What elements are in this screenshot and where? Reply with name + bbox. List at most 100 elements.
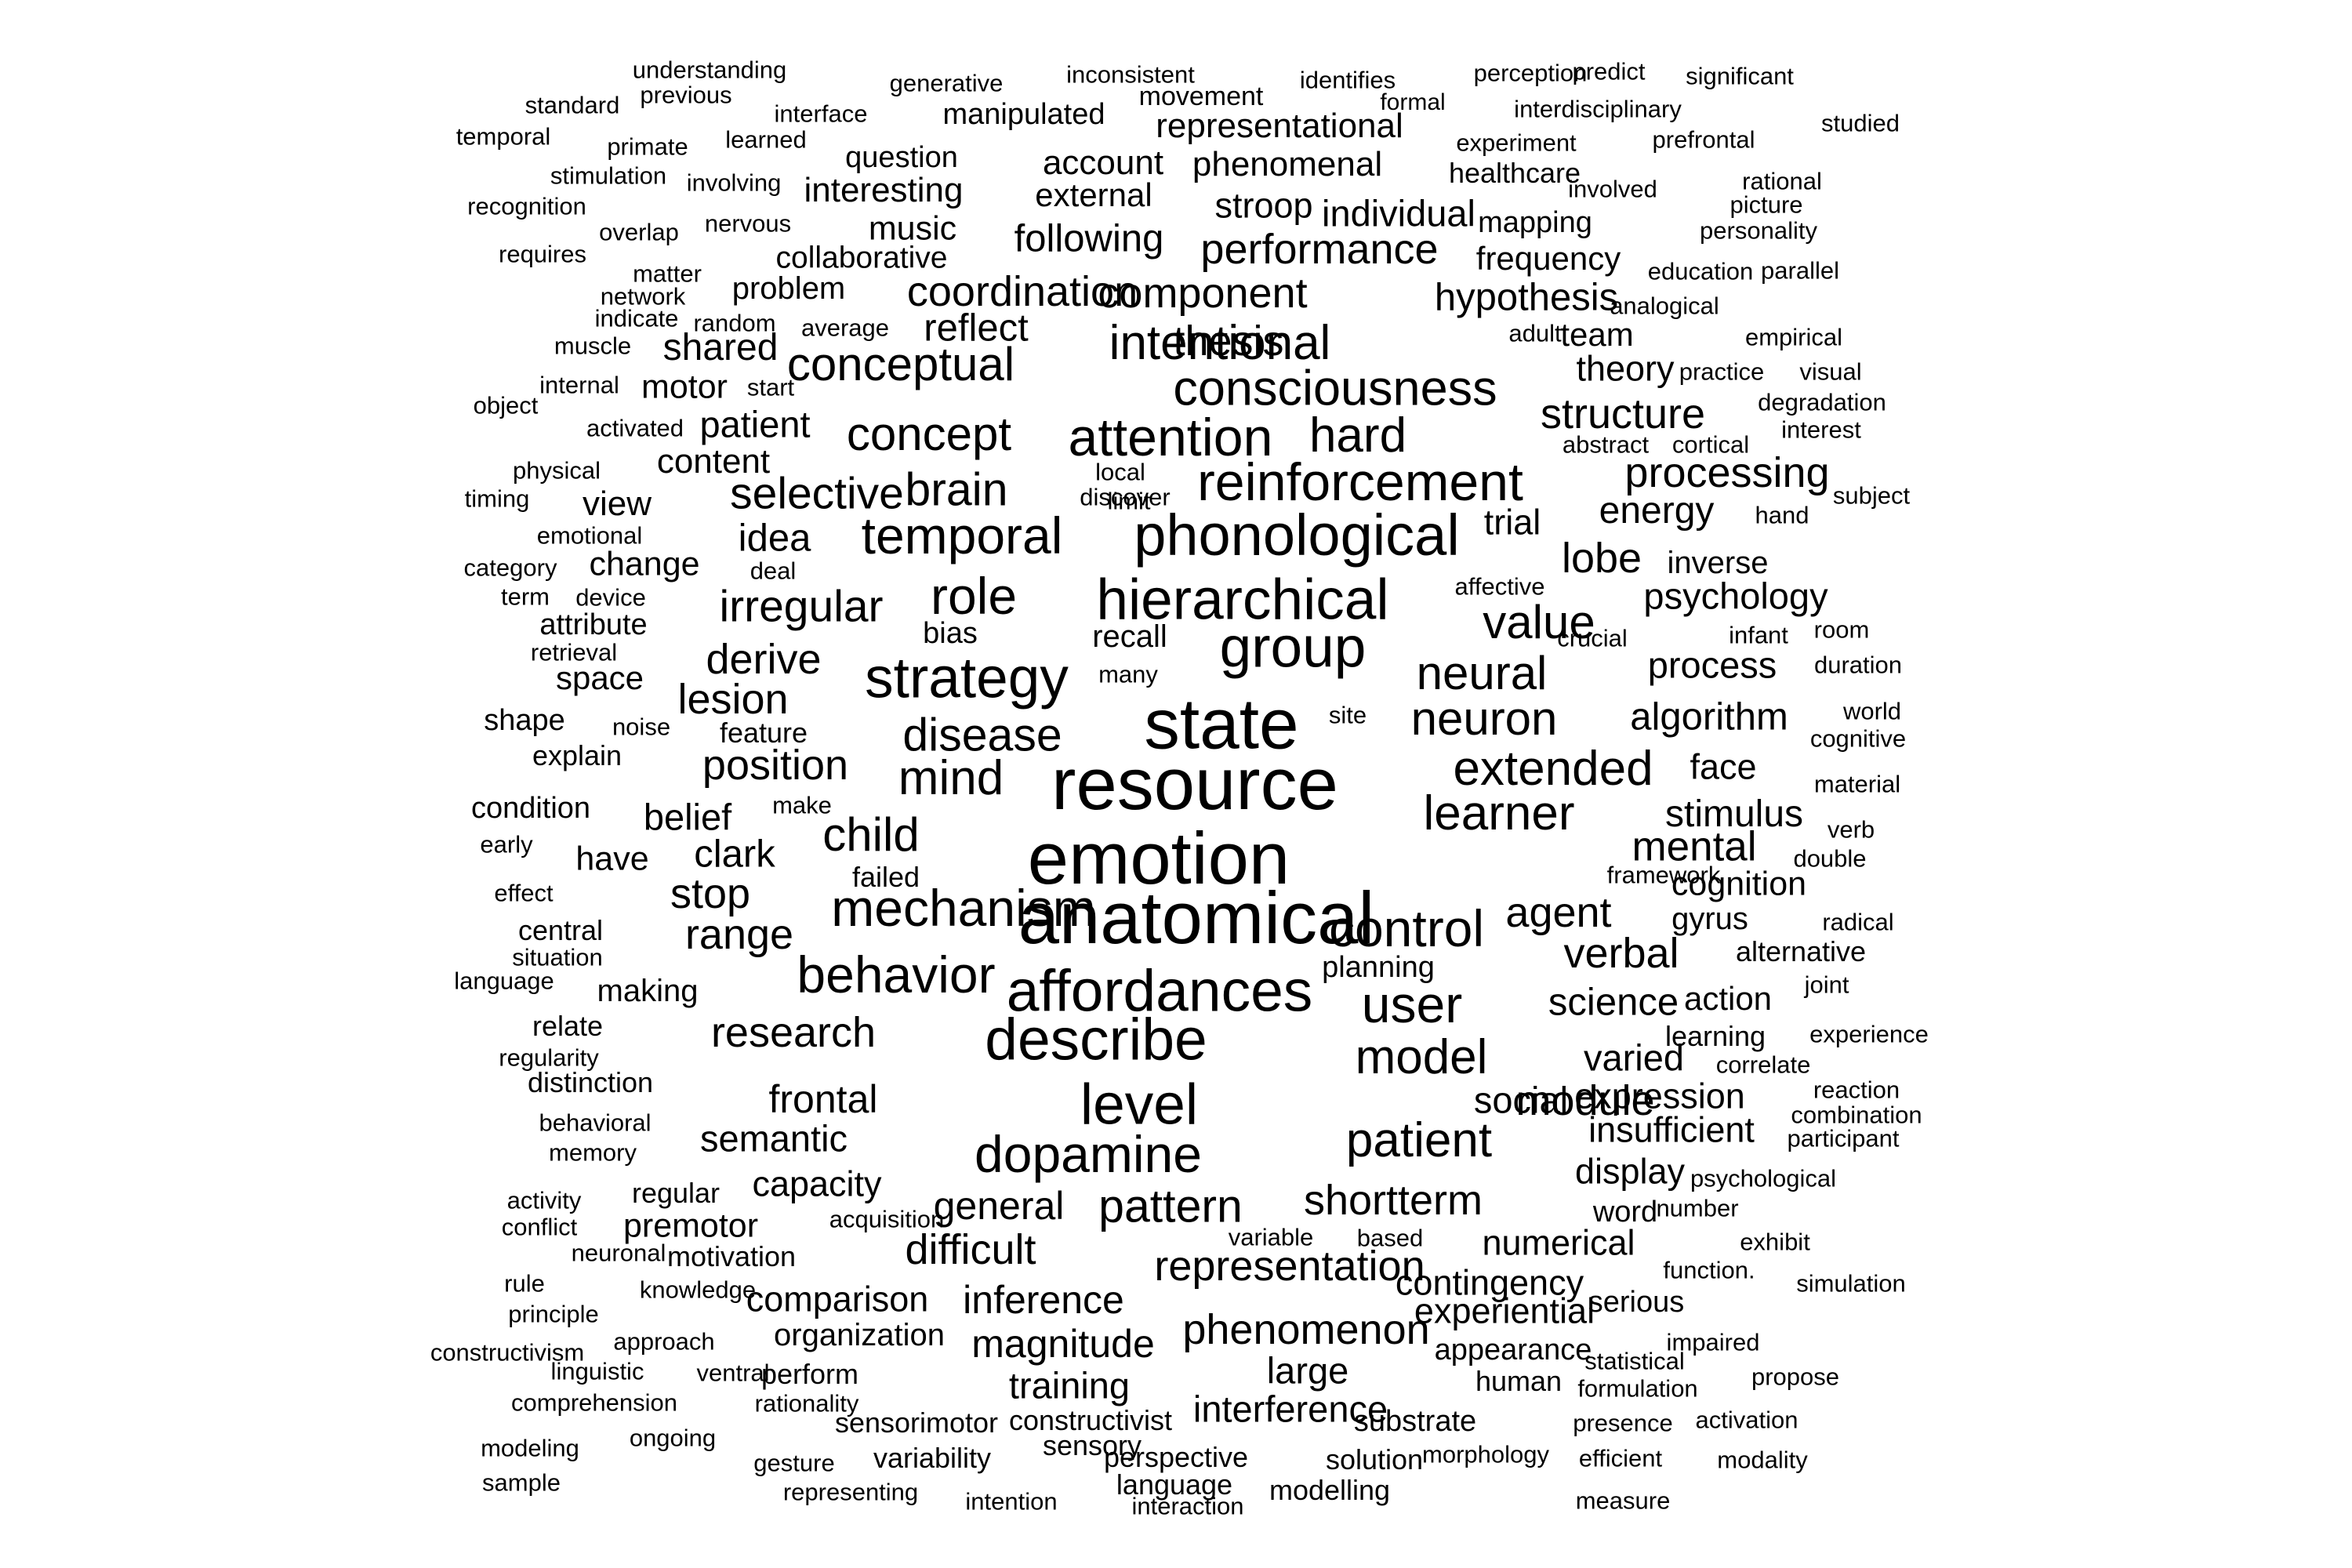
word-item: world [1842, 697, 1902, 725]
word-item: shared [662, 327, 779, 368]
word-item: generative [889, 69, 1004, 97]
word-item: recall [1092, 619, 1167, 654]
word-item: capacity [752, 1163, 882, 1204]
word-item: start [746, 373, 795, 401]
word-item: personality [1700, 216, 1817, 245]
word-item: standard [524, 91, 620, 119]
word-item: behavioral [539, 1109, 652, 1137]
word-item: perspective [1103, 1441, 1249, 1473]
word-item: crucial [1557, 624, 1628, 652]
word-item: learner [1423, 786, 1575, 840]
word-item: shortterm [1303, 1177, 1483, 1224]
word-item: abstract [1562, 430, 1650, 459]
word-item: alternative [1735, 935, 1867, 967]
word-item: interdisciplinary [1514, 95, 1682, 123]
word-item: retrieval [530, 638, 618, 666]
word-item: situation [512, 943, 603, 971]
word-item: disease [902, 709, 1062, 761]
word-item: visual [1799, 358, 1862, 386]
word-item: individual [1322, 192, 1475, 234]
word-item: shape [484, 704, 565, 737]
word-item: dopamine [975, 1125, 1202, 1183]
word-item: deal [750, 557, 797, 585]
word-item: neuronal [571, 1239, 666, 1267]
word-item: degradation [1758, 388, 1886, 416]
word-item: contingency [1395, 1262, 1584, 1303]
word-item: insufficient [1588, 1109, 1755, 1150]
word-item: trial [1483, 502, 1541, 543]
word-item: interference [1192, 1388, 1388, 1430]
word-item: recognition [467, 192, 586, 220]
word-item: cognitive [1809, 724, 1907, 753]
word-item: correlate [1715, 1051, 1811, 1079]
word-item: random [693, 309, 776, 337]
word-item: verb [1827, 815, 1875, 844]
word-item: algorithm [1630, 695, 1788, 739]
word-item: condition [470, 792, 591, 825]
word-item: site [1328, 701, 1367, 729]
word-item: propose [1751, 1363, 1840, 1391]
word-item: consciousness [1173, 361, 1497, 416]
word-item: model [1355, 1030, 1488, 1084]
word-item: studied [1821, 109, 1900, 137]
word-item: face [1690, 746, 1757, 787]
word-item: comprehension [511, 1388, 677, 1417]
word-item: language [1116, 1468, 1233, 1501]
word-item: energy [1599, 490, 1715, 532]
word-item: concept [846, 408, 1012, 460]
word-item: semantic [699, 1117, 848, 1160]
word-item: relate [532, 1010, 604, 1042]
word-item: participant [1787, 1124, 1900, 1152]
word-item: function. [1663, 1256, 1755, 1284]
word-item: interesting [804, 171, 964, 209]
word-item: pattern [1098, 1180, 1243, 1232]
word-item: indicate [594, 304, 679, 332]
word-item: statistical [1584, 1347, 1685, 1375]
word-item: activity [506, 1186, 582, 1214]
word-item: module [1515, 1077, 1655, 1124]
word-item: processing [1624, 449, 1830, 496]
word-item: anatomical [1018, 877, 1375, 959]
word-item: serious [1588, 1286, 1685, 1319]
word-item: psychology [1643, 575, 1828, 617]
word-item: measure [1575, 1486, 1671, 1515]
word-item: general [933, 1184, 1065, 1228]
word-item: varied [1583, 1036, 1685, 1079]
word-item: practice [1679, 358, 1765, 386]
word-item: gyrus [1671, 902, 1748, 936]
word-item: large [1266, 1349, 1349, 1392]
word-item: stimulation [550, 162, 667, 190]
word-item: difficult [905, 1226, 1036, 1273]
word-item: inconsistent [1066, 60, 1195, 89]
word-item: experiment [1456, 129, 1577, 157]
word-item: inference [963, 1278, 1124, 1322]
word-item: experience [1809, 1020, 1929, 1048]
word-item: phenomenal [1192, 145, 1383, 183]
word-item: representation [1154, 1243, 1425, 1290]
word-item: problem [731, 271, 846, 306]
word-item: emotion [1027, 817, 1290, 899]
word-item: noise [612, 713, 671, 741]
word-item: level [1080, 1073, 1199, 1137]
word-item: framework [1606, 861, 1721, 889]
word-item: phonological [1134, 503, 1460, 568]
word-item: efficient [1578, 1444, 1663, 1472]
word-item: theory [1576, 348, 1675, 389]
word-item: principle [508, 1300, 599, 1328]
word-item: patient [1345, 1113, 1493, 1167]
word-item: substrate [1353, 1405, 1477, 1438]
word-item: science [1548, 981, 1679, 1024]
word-item: motivation [666, 1240, 797, 1272]
word-item: strategy [865, 646, 1069, 710]
word-item: position [702, 742, 849, 789]
word-item: inverse [1667, 546, 1769, 580]
word-item: stroop [1214, 185, 1313, 226]
word-item: rationality [754, 1389, 859, 1417]
word-item: analogical [1610, 292, 1719, 320]
word-item: action [1683, 980, 1773, 1017]
word-item: process [1647, 644, 1777, 686]
word-item: sensorimotor [834, 1406, 999, 1439]
word-item: lesion [677, 676, 789, 723]
word-item: mind [898, 751, 1004, 805]
word-item: nervous [704, 209, 792, 238]
